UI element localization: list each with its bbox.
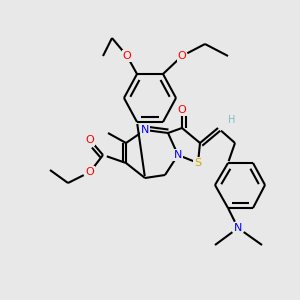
Text: H: H [228, 115, 236, 125]
Text: S: S [194, 158, 202, 168]
Text: O: O [178, 105, 186, 115]
Text: N: N [234, 223, 242, 233]
Text: N: N [141, 125, 149, 135]
Text: O: O [85, 167, 94, 177]
Text: O: O [178, 51, 186, 61]
Text: N: N [174, 150, 182, 160]
Text: O: O [85, 135, 94, 145]
Text: O: O [123, 51, 131, 61]
